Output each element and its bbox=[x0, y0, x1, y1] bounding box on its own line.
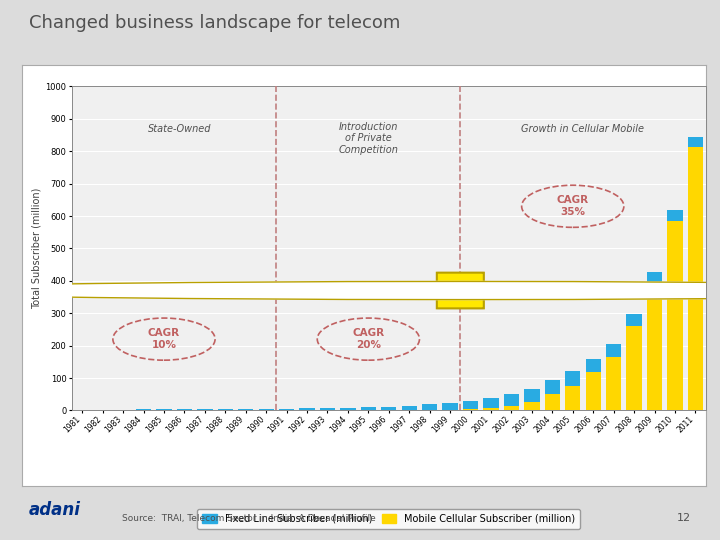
Text: 12: 12 bbox=[677, 514, 691, 523]
Bar bbox=[115, 409, 131, 410]
Bar bbox=[667, 221, 683, 410]
Bar bbox=[585, 372, 601, 410]
Bar bbox=[463, 409, 478, 410]
Bar bbox=[217, 409, 233, 410]
Text: adani: adani bbox=[29, 501, 81, 519]
Circle shape bbox=[0, 281, 720, 300]
Bar bbox=[279, 409, 294, 410]
Bar bbox=[647, 284, 662, 410]
Bar bbox=[504, 394, 519, 406]
Bar bbox=[565, 386, 580, 410]
Text: Growth in Cellular Mobile: Growth in Cellular Mobile bbox=[521, 124, 644, 133]
Text: Source:  TRAI, Telecom Sector in India: A Decadal Profile: Source: TRAI, Telecom Sector in India: A… bbox=[122, 514, 376, 523]
Bar bbox=[361, 407, 376, 410]
Bar bbox=[626, 326, 642, 410]
Bar bbox=[176, 409, 192, 410]
Bar bbox=[381, 407, 397, 410]
Text: CAGR
35%: CAGR 35% bbox=[557, 195, 589, 217]
Bar bbox=[443, 403, 458, 410]
Bar bbox=[75, 409, 90, 410]
Bar bbox=[483, 408, 499, 410]
Bar bbox=[341, 408, 356, 410]
Bar bbox=[504, 406, 519, 410]
Bar bbox=[606, 344, 621, 357]
Bar bbox=[238, 409, 253, 410]
Legend: Fixed Line Subscriber (million), Mobile Cellular Subscriber (million): Fixed Line Subscriber (million), Mobile … bbox=[197, 509, 580, 529]
Bar bbox=[524, 402, 539, 410]
Bar bbox=[524, 389, 539, 402]
Text: Changed business landscape for telecom: Changed business landscape for telecom bbox=[29, 14, 400, 31]
Bar bbox=[300, 408, 315, 410]
Bar bbox=[320, 408, 335, 410]
Bar bbox=[626, 314, 642, 326]
Text: CAGR
20%: CAGR 20% bbox=[352, 328, 384, 350]
Bar bbox=[422, 404, 437, 410]
Bar bbox=[688, 147, 703, 410]
Bar bbox=[95, 409, 110, 410]
Bar bbox=[156, 409, 171, 410]
Text: CAGR
10%: CAGR 10% bbox=[148, 328, 180, 350]
Bar bbox=[606, 357, 621, 410]
Bar bbox=[667, 210, 683, 221]
Text: State-Owned: State-Owned bbox=[148, 124, 211, 133]
Bar bbox=[544, 394, 560, 410]
Bar bbox=[688, 137, 703, 147]
Bar bbox=[483, 398, 499, 408]
Y-axis label: Total Subscriber (million): Total Subscriber (million) bbox=[31, 188, 41, 309]
Text: Introduction
of Private
Competition: Introduction of Private Competition bbox=[338, 122, 398, 155]
Bar bbox=[197, 409, 212, 410]
Bar bbox=[463, 401, 478, 409]
Bar bbox=[258, 409, 274, 410]
Bar bbox=[544, 380, 560, 394]
Bar bbox=[402, 406, 417, 410]
Bar bbox=[585, 359, 601, 372]
FancyBboxPatch shape bbox=[437, 273, 484, 308]
Bar bbox=[647, 272, 662, 284]
Bar bbox=[136, 409, 151, 410]
Bar bbox=[565, 370, 580, 386]
